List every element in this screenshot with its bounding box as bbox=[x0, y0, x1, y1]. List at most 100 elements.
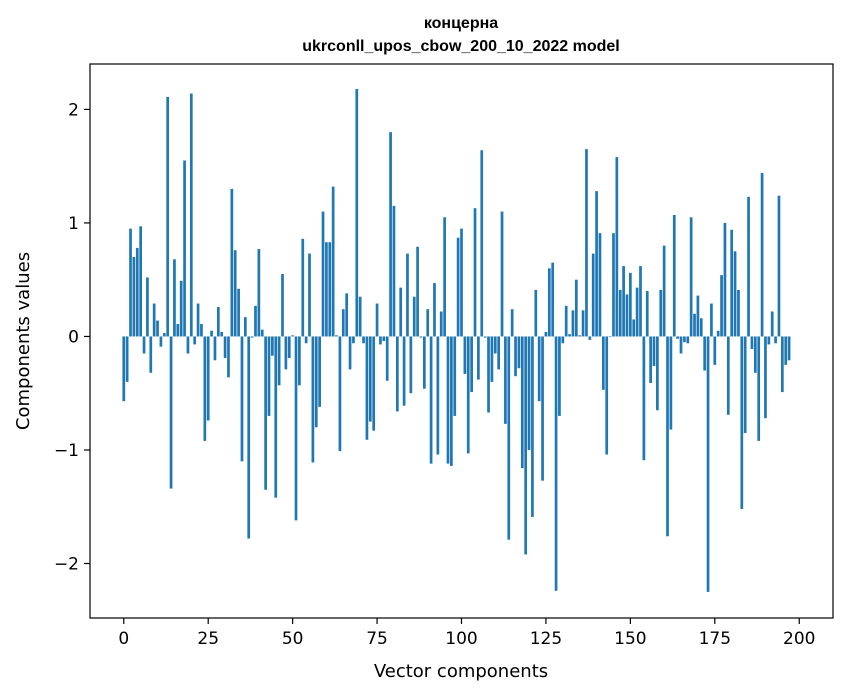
bar bbox=[578, 335, 582, 337]
chart-subtitle: ukrconll_upos_cbow_200_10_2022 model bbox=[302, 38, 619, 55]
x-tick-label: 25 bbox=[197, 629, 219, 649]
bar bbox=[446, 336, 450, 464]
bar bbox=[247, 336, 251, 539]
bar bbox=[777, 195, 781, 337]
bar-series bbox=[122, 88, 791, 592]
bar bbox=[517, 336, 521, 369]
bar bbox=[595, 191, 598, 337]
bar bbox=[416, 246, 419, 337]
bar bbox=[233, 250, 237, 337]
bar bbox=[196, 303, 200, 337]
bar bbox=[271, 336, 274, 356]
bar bbox=[531, 336, 534, 517]
bar bbox=[439, 311, 443, 337]
bar bbox=[737, 289, 740, 337]
bar bbox=[385, 336, 389, 381]
bar bbox=[767, 336, 771, 345]
bar bbox=[669, 336, 673, 430]
bar bbox=[696, 295, 700, 337]
bar bbox=[433, 283, 436, 337]
x-tick-label: 0 bbox=[118, 629, 129, 649]
bar bbox=[450, 336, 453, 466]
bar bbox=[534, 289, 538, 337]
bar bbox=[544, 331, 548, 337]
bar bbox=[500, 211, 504, 337]
bar bbox=[564, 305, 568, 337]
bar bbox=[122, 336, 126, 402]
bar bbox=[409, 336, 413, 394]
bar bbox=[639, 266, 642, 337]
plot-frame bbox=[89, 63, 834, 619]
bar bbox=[257, 249, 261, 337]
bar bbox=[770, 311, 774, 337]
bar bbox=[210, 330, 213, 337]
bar bbox=[250, 336, 254, 338]
bar bbox=[753, 336, 757, 373]
bar bbox=[456, 237, 460, 337]
bar bbox=[436, 336, 440, 455]
bar bbox=[348, 336, 352, 370]
bar bbox=[362, 336, 365, 344]
bar bbox=[152, 303, 156, 337]
bar bbox=[352, 336, 355, 344]
bar bbox=[345, 293, 349, 337]
bar bbox=[132, 256, 136, 337]
bar bbox=[554, 336, 558, 591]
y-tick-label: 1 bbox=[68, 214, 79, 234]
bar bbox=[541, 336, 544, 481]
bar bbox=[227, 336, 230, 378]
bar bbox=[284, 336, 288, 370]
bar bbox=[547, 268, 551, 337]
bar bbox=[203, 336, 207, 441]
bar bbox=[328, 242, 332, 337]
bar bbox=[314, 336, 318, 428]
bar bbox=[764, 336, 767, 419]
bar bbox=[338, 336, 342, 452]
bar bbox=[672, 214, 676, 337]
bar bbox=[260, 329, 264, 337]
bar bbox=[291, 335, 294, 337]
bar bbox=[183, 160, 186, 337]
bar bbox=[747, 196, 750, 337]
x-tick-label: 125 bbox=[530, 629, 562, 649]
bar bbox=[662, 245, 666, 337]
bar bbox=[220, 331, 224, 337]
bar bbox=[473, 208, 477, 337]
bar bbox=[558, 336, 561, 416]
x-axis-label: Vector components bbox=[374, 661, 548, 682]
bar bbox=[676, 336, 679, 339]
bar bbox=[726, 336, 730, 415]
bar bbox=[173, 259, 176, 337]
bar bbox=[426, 309, 430, 337]
bar bbox=[162, 333, 166, 337]
bar bbox=[591, 253, 595, 337]
bar bbox=[460, 228, 463, 337]
bar bbox=[571, 310, 575, 337]
bar bbox=[656, 336, 659, 411]
bar bbox=[497, 336, 500, 370]
bar bbox=[463, 336, 467, 374]
bar bbox=[740, 336, 744, 510]
bar bbox=[223, 336, 227, 359]
bar bbox=[598, 233, 602, 337]
y-tick-label: 2 bbox=[68, 100, 79, 120]
bar bbox=[193, 336, 197, 345]
bar bbox=[294, 336, 298, 521]
bar bbox=[176, 323, 180, 337]
bar bbox=[601, 336, 605, 390]
bar bbox=[645, 291, 649, 337]
bar bbox=[304, 336, 308, 344]
bar bbox=[129, 228, 132, 337]
chart-title: концерна bbox=[424, 15, 498, 32]
bar bbox=[355, 88, 359, 337]
bar bbox=[331, 186, 335, 337]
bar bbox=[622, 266, 625, 337]
y-axis-label: Components values bbox=[13, 252, 34, 430]
bar bbox=[723, 222, 727, 337]
bar bbox=[189, 93, 193, 337]
bar bbox=[382, 336, 386, 341]
bar bbox=[358, 296, 362, 337]
bar bbox=[504, 336, 507, 424]
bar bbox=[493, 336, 497, 354]
